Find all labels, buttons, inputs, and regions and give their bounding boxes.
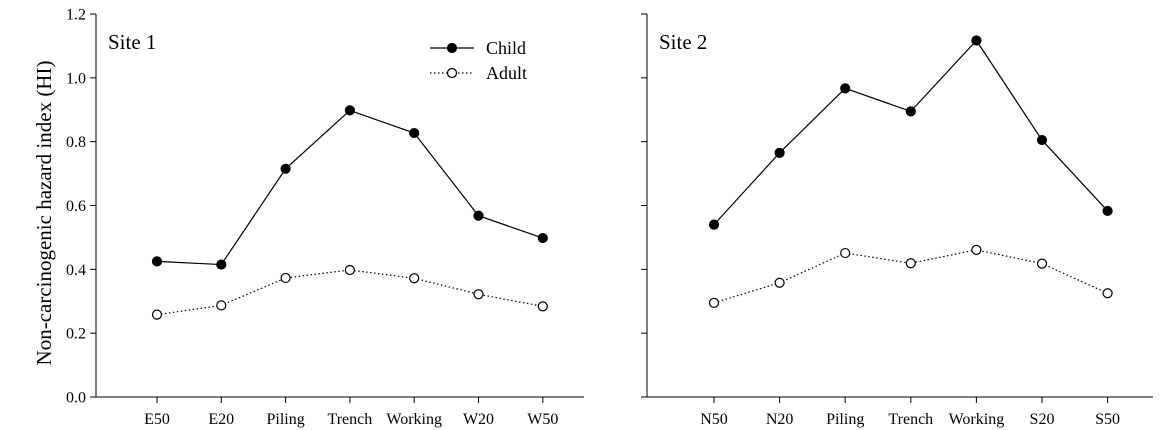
data-point-adult <box>971 244 982 255</box>
data-point-child <box>216 259 227 270</box>
x-tick-label: E50 <box>144 411 170 428</box>
series-line-adult <box>156 269 543 316</box>
x-tick-label: S20 <box>1030 411 1055 428</box>
data-point-child <box>151 256 163 267</box>
panel-title: Site 1 <box>108 30 156 54</box>
data-point-adult <box>1102 288 1113 299</box>
x-tick-label: Working <box>949 411 1005 428</box>
data-point-child <box>708 219 720 230</box>
data-point-child <box>840 83 851 94</box>
y-tick-label: 0.4 <box>66 262 86 279</box>
data-point-child <box>971 35 982 46</box>
x-tick-label: W20 <box>463 411 494 428</box>
legend-label: Adult <box>486 63 527 83</box>
data-point-adult <box>216 300 227 311</box>
data-point-child <box>1102 205 1113 217</box>
data-point-adult <box>1036 258 1048 269</box>
panel-1: 0.0 0.2 0.4 0.6 0.8 1.0 1.2 E50 E20 Piling Trench W… <box>66 7 584 428</box>
panel-2: N50 N20 Piling Trench Working S20 S50 Site 2 <box>641 13 1153 428</box>
data-point-adult <box>774 277 785 288</box>
panels: 0.0 0.2 0.4 0.6 0.8 1.0 1.2 E50 E20 Piling Trench W… <box>66 7 1153 428</box>
data-point-child <box>537 232 548 244</box>
y-tick-label: 1.0 <box>66 70 86 87</box>
x-tick-label: Trench <box>888 411 933 428</box>
x-tick-label: N50 <box>700 411 728 428</box>
x-tick-label: N20 <box>766 411 794 428</box>
data-point-adult <box>409 273 420 284</box>
data-point-child <box>280 163 291 174</box>
data-point-adult <box>840 247 851 259</box>
y-tick-label: 0.8 <box>66 134 86 151</box>
data-point-adult <box>905 258 916 269</box>
series-line-adult <box>713 249 1108 304</box>
data-point-adult <box>473 289 484 300</box>
x-tick-label: S50 <box>1095 411 1120 428</box>
x-tick-label: Piling <box>266 411 304 428</box>
y-tick-label: 0.0 <box>66 390 86 407</box>
data-point-child <box>1036 134 1048 146</box>
data-point-adult <box>344 264 355 276</box>
series-line-child <box>156 109 543 266</box>
data-point-adult <box>280 272 291 284</box>
legend-marker <box>446 42 458 54</box>
panel-title: Site 2 <box>659 30 707 54</box>
data-point-child <box>344 105 355 116</box>
data-point-child <box>774 147 785 158</box>
x-tick-label: W50 <box>527 411 558 428</box>
data-point-adult <box>708 297 720 308</box>
y-axis-label: Non-carcinogenic hazard index (HI) <box>32 61 56 366</box>
data-point-adult <box>151 309 163 320</box>
data-point-child <box>905 106 916 117</box>
series-line-child <box>713 39 1109 226</box>
x-tick-label: E20 <box>208 411 234 428</box>
y-tick-label: 0.6 <box>66 198 86 215</box>
data-point-child <box>409 127 420 139</box>
legend-label: Child <box>486 38 526 58</box>
legend: Child Adult <box>430 38 527 83</box>
legend-marker <box>446 67 458 79</box>
data-point-child <box>473 210 484 221</box>
data-point-adult <box>537 301 548 312</box>
x-tick-label: Working <box>386 411 442 428</box>
x-tick-label: Piling <box>826 411 864 428</box>
y-tick-label: 1.2 <box>66 7 86 24</box>
x-tick-label: Trench <box>328 411 373 428</box>
y-tick-label: 0.2 <box>66 326 86 343</box>
